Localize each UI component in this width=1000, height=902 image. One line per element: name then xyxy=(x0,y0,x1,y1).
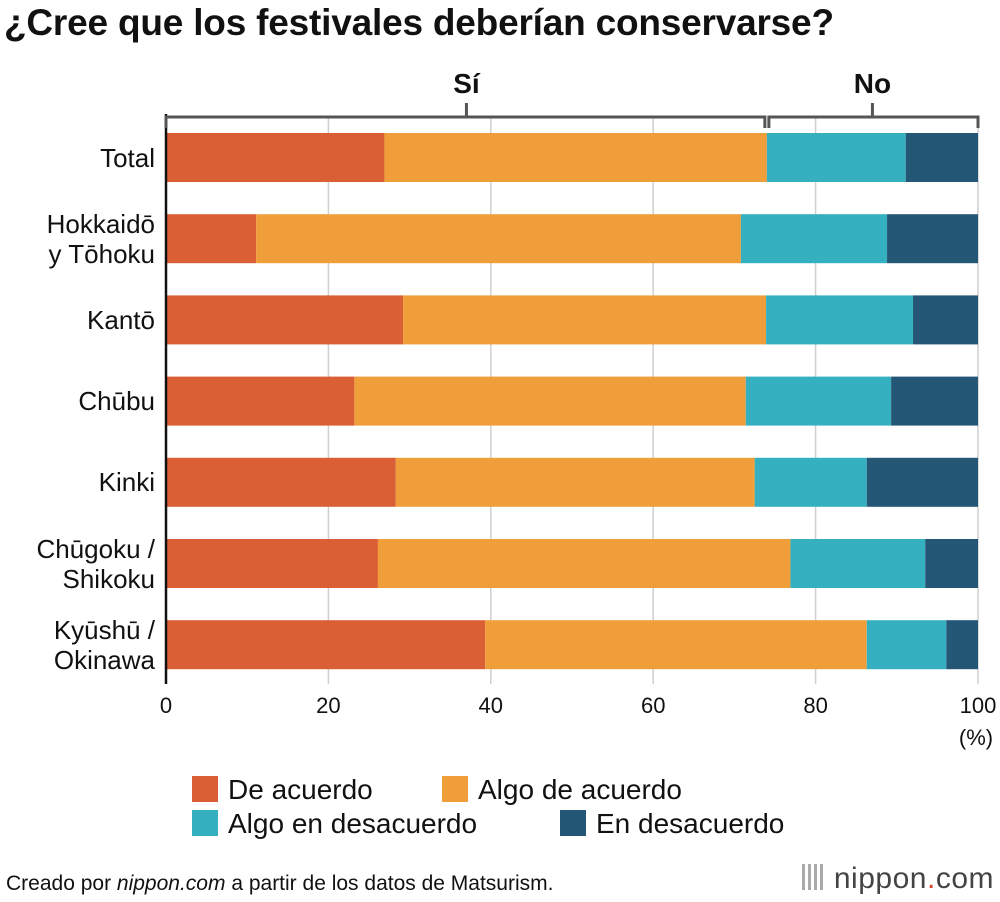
legend-label: Algo en desacuerdo xyxy=(228,808,478,839)
bar-segment xyxy=(403,295,767,345)
bar-segment xyxy=(166,376,355,426)
logo-mark-icon xyxy=(801,864,826,898)
bar-segment xyxy=(256,214,741,264)
bar-segment xyxy=(866,457,978,507)
credit-prefix: Creado por xyxy=(6,872,117,895)
legend-label: En desacuerdo xyxy=(596,808,785,839)
x-tick-label: 0 xyxy=(160,693,172,718)
credit-suffix: a partir de los datos de Matsurism. xyxy=(225,872,554,895)
footer-credit: Creado por nippon.com a partir de los da… xyxy=(6,872,553,896)
legend-item-algo-de-acuerdo: Algo de acuerdo xyxy=(442,774,682,806)
legend-item-algo-en-desacuerdo: Algo en desacuerdo xyxy=(192,808,477,840)
bar-segment xyxy=(377,539,791,588)
no-label: No xyxy=(854,68,891,99)
legend-swatch xyxy=(560,810,586,836)
legend-item-en-desacuerdo: En desacuerdo xyxy=(560,808,784,840)
category-label: Hokkaidō y Tōhoku xyxy=(46,208,155,269)
legend-label: De acuerdo xyxy=(228,774,373,805)
bar-segment xyxy=(166,457,396,507)
x-tick-label: 40 xyxy=(479,693,503,718)
bar-segment xyxy=(913,295,978,345)
x-tick-label: 20 xyxy=(316,693,340,718)
bar-segment xyxy=(384,133,767,182)
x-tick-label: 60 xyxy=(641,693,665,718)
bar-segment xyxy=(166,214,257,264)
legend-item-de-acuerdo: De acuerdo xyxy=(192,774,373,806)
no-bracket xyxy=(767,115,980,128)
bar-segment xyxy=(891,376,978,426)
bar-segment xyxy=(925,539,978,588)
legend-label: Algo de acuerdo xyxy=(478,774,682,805)
bar-segment xyxy=(905,133,978,182)
x-unit-label: (%) xyxy=(959,725,993,750)
category-label: Total xyxy=(100,142,155,173)
bar-segment xyxy=(166,295,404,345)
bar-segment xyxy=(866,620,947,670)
category-label: Chūgoku / Shikoku xyxy=(36,533,155,594)
bar-segment xyxy=(946,620,978,670)
bar-segment xyxy=(166,620,486,670)
bar-segment xyxy=(766,133,906,182)
category-label: Kinki xyxy=(98,467,155,498)
x-tick-label: 80 xyxy=(803,693,827,718)
yes-label: Sí xyxy=(453,68,481,99)
brand-name: nippon xyxy=(833,862,927,895)
credit-site: nippon.com xyxy=(116,872,226,895)
brand-tld: com xyxy=(935,862,994,895)
brand-dot: . xyxy=(926,862,936,895)
category-label: Chūbu xyxy=(78,386,155,417)
legend-swatch xyxy=(192,810,218,836)
category-label: Kantō xyxy=(87,304,155,335)
bar-segment xyxy=(395,457,755,507)
x-tick-label: 100 xyxy=(960,693,997,718)
bar-segment xyxy=(485,620,867,670)
bar-segment xyxy=(740,214,888,264)
bar-segment xyxy=(745,376,892,426)
bar-segment xyxy=(766,295,914,345)
bar-segment xyxy=(790,539,926,588)
legend-swatch xyxy=(442,776,468,802)
bar-segment xyxy=(887,214,978,264)
category-label: Kyūshū / Okinawa xyxy=(53,614,155,675)
yes-bracket xyxy=(164,115,767,128)
legend-swatch xyxy=(192,776,218,802)
bar-segment xyxy=(354,376,746,426)
bar-segment xyxy=(754,457,867,507)
nippon-logo: nippon.com xyxy=(801,862,994,898)
bar-segment xyxy=(166,133,385,182)
chart-title: ¿Cree que los festivales deberían conser… xyxy=(4,2,834,43)
bar-segment xyxy=(166,539,378,588)
